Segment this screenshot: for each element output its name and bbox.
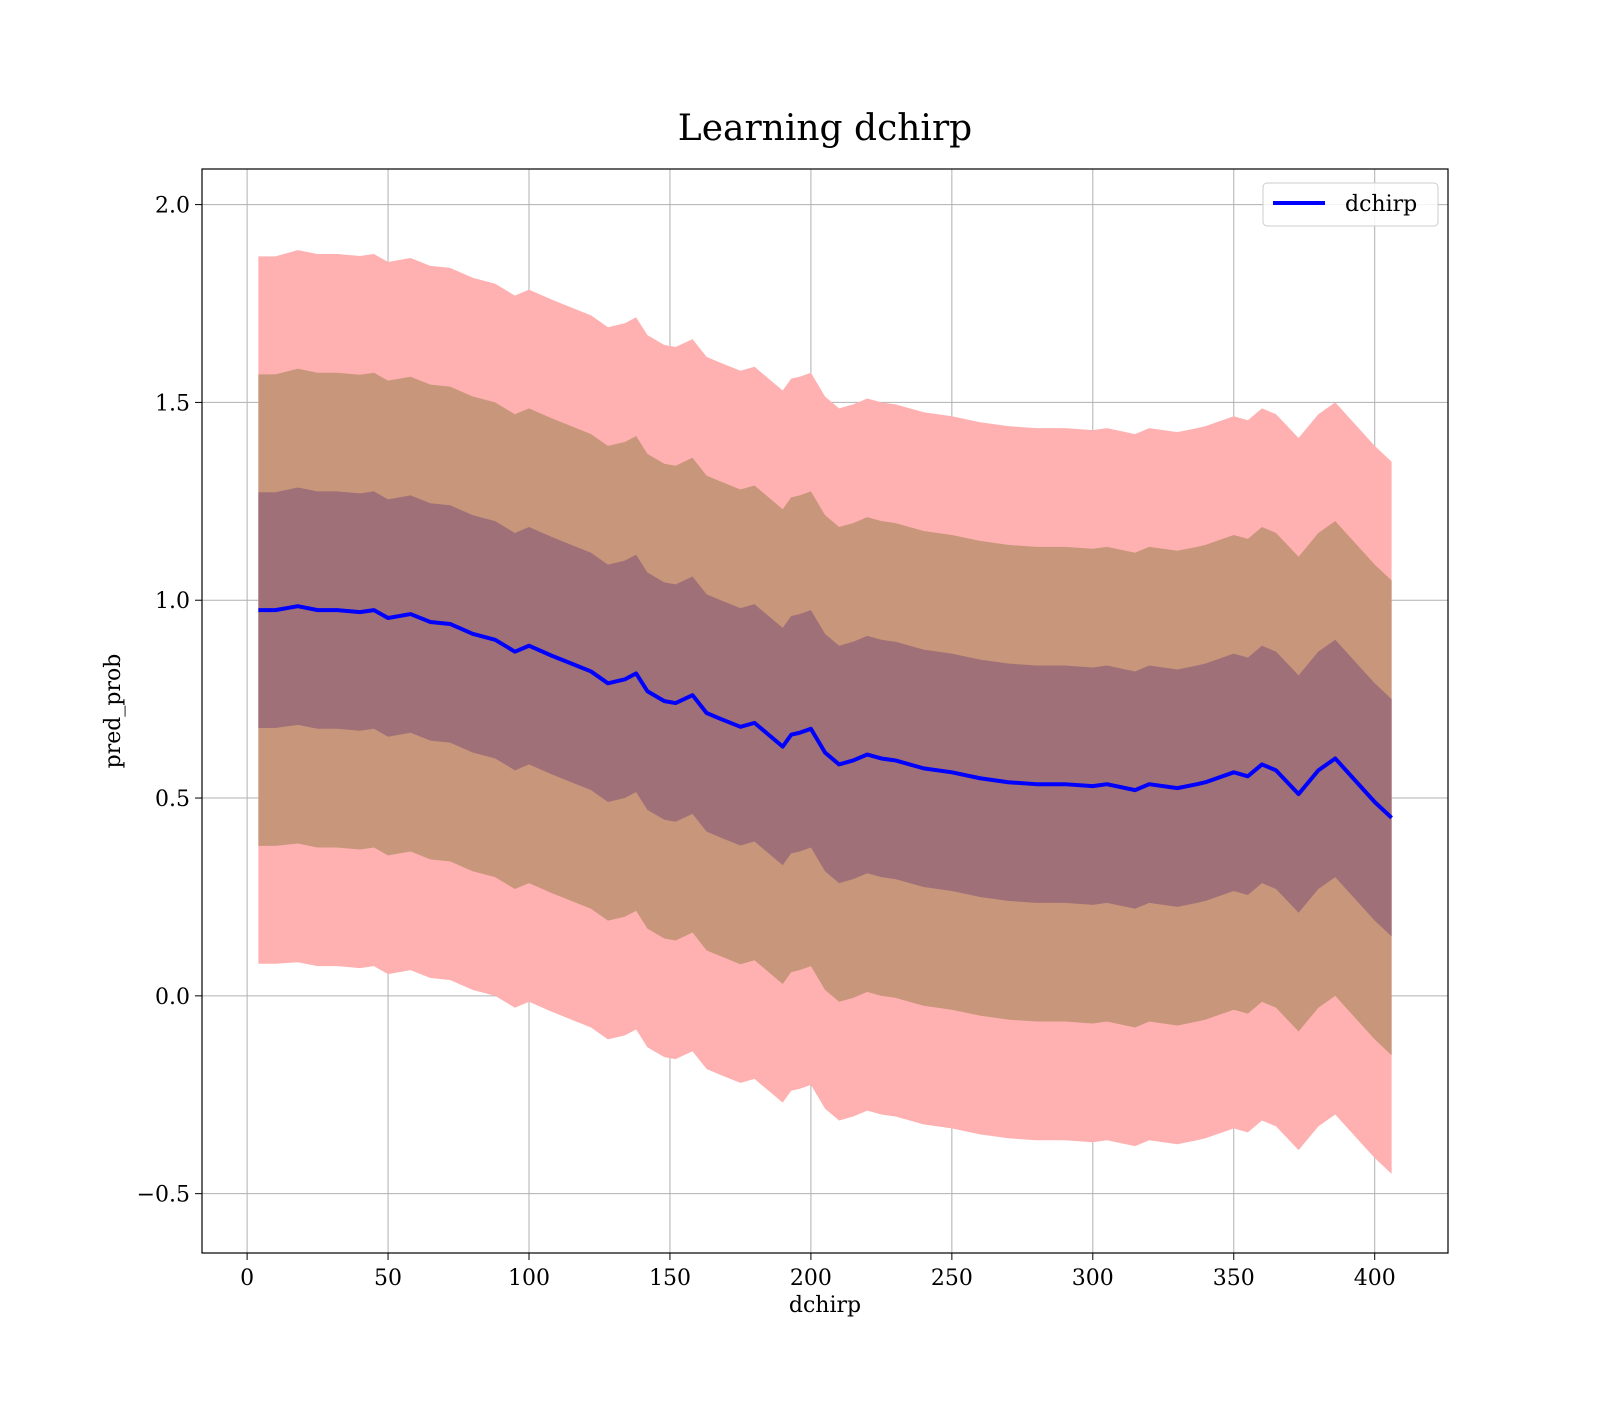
x-tick-label: 200 bbox=[790, 1266, 832, 1291]
x-tick-label: 350 bbox=[1213, 1266, 1255, 1291]
chart-title: Learning dchirp bbox=[678, 108, 972, 149]
tick-layer: 0 50 100 150 200 250 300 350 400 −0.5 0.0 0.5 1.0 1.5… bbox=[137, 194, 1396, 1291]
x-axis-label: dchirp bbox=[789, 1293, 861, 1318]
x-tick-label: 150 bbox=[649, 1266, 691, 1291]
series-line-dchirp bbox=[258, 604, 1393, 820]
y-axis-label: pred_prob bbox=[101, 654, 126, 769]
x-tick-label: 400 bbox=[1354, 1266, 1396, 1291]
x-tick-label: 100 bbox=[508, 1266, 550, 1291]
y-tick-label: −0.5 bbox=[137, 1183, 190, 1208]
x-tick-label: 50 bbox=[374, 1266, 402, 1291]
x-tick-label: 250 bbox=[931, 1266, 973, 1291]
line-layer bbox=[258, 604, 1393, 820]
legend-box bbox=[1262, 182, 1439, 227]
band-layer bbox=[258, 250, 1392, 1174]
plot-frame bbox=[201, 168, 1449, 1254]
y-tick-label: 0.0 bbox=[155, 985, 190, 1010]
band-1sd bbox=[258, 487, 1392, 937]
legend-label-dchirp: dchirp bbox=[1345, 192, 1417, 217]
legend: dchirp bbox=[1262, 182, 1439, 227]
x-tick-label: 300 bbox=[1072, 1266, 1114, 1291]
y-tick-label: 1.5 bbox=[155, 391, 190, 416]
y-tick-label: 0.5 bbox=[155, 787, 190, 812]
x-tick-label: 0 bbox=[240, 1266, 254, 1291]
y-tick-label: 2.0 bbox=[155, 194, 190, 219]
y-tick-label: 1.0 bbox=[155, 589, 190, 614]
